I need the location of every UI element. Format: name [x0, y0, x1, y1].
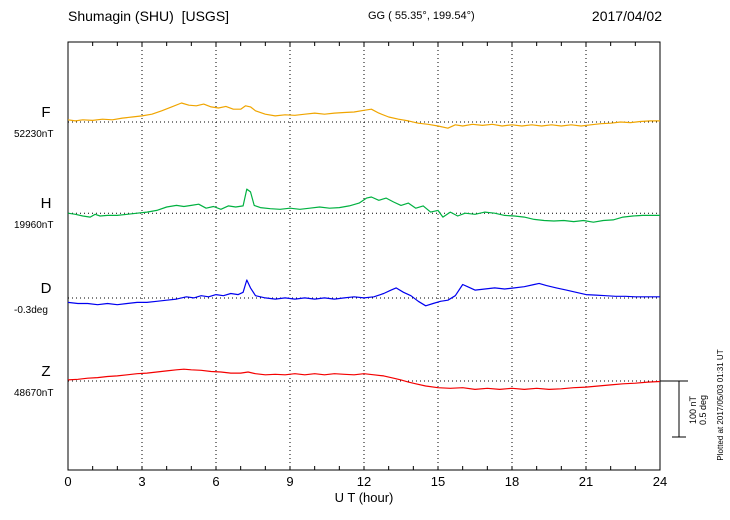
trace-Z	[67, 368, 661, 390]
chart-layer: 0 3 6 9 12 15 18 21 24 F 52230nT H 19960nT D -0.3deg Z 4…	[14, 42, 667, 489]
channel-label-D: D	[41, 280, 52, 297]
x-tick-label: 9	[286, 474, 293, 489]
x-tick-label: 3	[138, 474, 145, 489]
x-tick-label: 24	[653, 474, 667, 489]
channel-label-F: F	[41, 104, 50, 121]
channel-value-Z: 48670nT	[14, 388, 53, 399]
trace-D	[67, 279, 660, 307]
x-tick-label: 12	[357, 474, 371, 489]
channel-value-F: 52230nT	[14, 129, 53, 140]
channel-value-D: -0.3deg	[14, 305, 48, 316]
gridlines	[67, 42, 661, 470]
station-title: Shumagin (SHU) [USGS]	[68, 8, 229, 24]
date-label: 2017/04/02	[592, 8, 662, 24]
channel-label-H: H	[41, 195, 52, 212]
channel-label-Z: Z	[41, 363, 50, 380]
coordinates-label: GG ( 55.35°, 199.54°)	[368, 10, 475, 22]
plotted-at-label: Plotted at 2017/05/03 01:31 UT	[716, 349, 725, 460]
hour-ticks	[67, 42, 661, 470]
x-tick-label: 0	[64, 474, 71, 489]
scale-bar-nt-label: 100 nT	[688, 395, 698, 424]
x-axis-label: U T (hour)	[335, 490, 394, 505]
x-tick-labels: 0 3 6 9 12 15 18 21 24	[64, 474, 667, 489]
x-tick-label: 6	[212, 474, 219, 489]
x-tick-label: 18	[505, 474, 519, 489]
channel-value-H: 19960nT	[14, 220, 53, 231]
scale-bar	[660, 380, 688, 438]
scale-bar-deg-label: 0.5 deg	[698, 395, 708, 425]
x-tick-label: 21	[579, 474, 593, 489]
x-tick-label: 15	[431, 474, 445, 489]
trace-H	[67, 188, 660, 223]
trace-F	[67, 102, 660, 129]
